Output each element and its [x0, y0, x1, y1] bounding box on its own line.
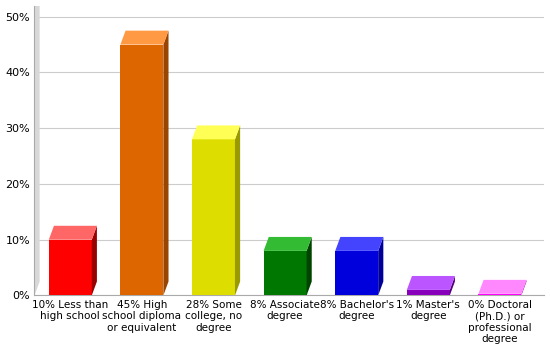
Polygon shape	[120, 31, 168, 44]
Polygon shape	[335, 251, 378, 295]
Polygon shape	[35, 0, 40, 295]
Polygon shape	[263, 237, 312, 251]
Polygon shape	[235, 125, 240, 295]
Polygon shape	[192, 125, 240, 139]
Polygon shape	[521, 280, 526, 295]
Polygon shape	[478, 294, 521, 295]
Polygon shape	[335, 237, 383, 251]
Polygon shape	[92, 226, 97, 295]
Polygon shape	[407, 276, 455, 290]
Polygon shape	[450, 276, 455, 295]
Polygon shape	[49, 226, 97, 240]
Polygon shape	[120, 44, 163, 295]
Polygon shape	[407, 290, 450, 295]
Polygon shape	[163, 31, 168, 295]
Polygon shape	[378, 237, 383, 295]
Polygon shape	[306, 237, 312, 295]
Polygon shape	[192, 139, 235, 295]
Polygon shape	[49, 240, 92, 295]
Polygon shape	[263, 251, 306, 295]
Polygon shape	[35, 0, 544, 6]
Polygon shape	[478, 280, 526, 294]
